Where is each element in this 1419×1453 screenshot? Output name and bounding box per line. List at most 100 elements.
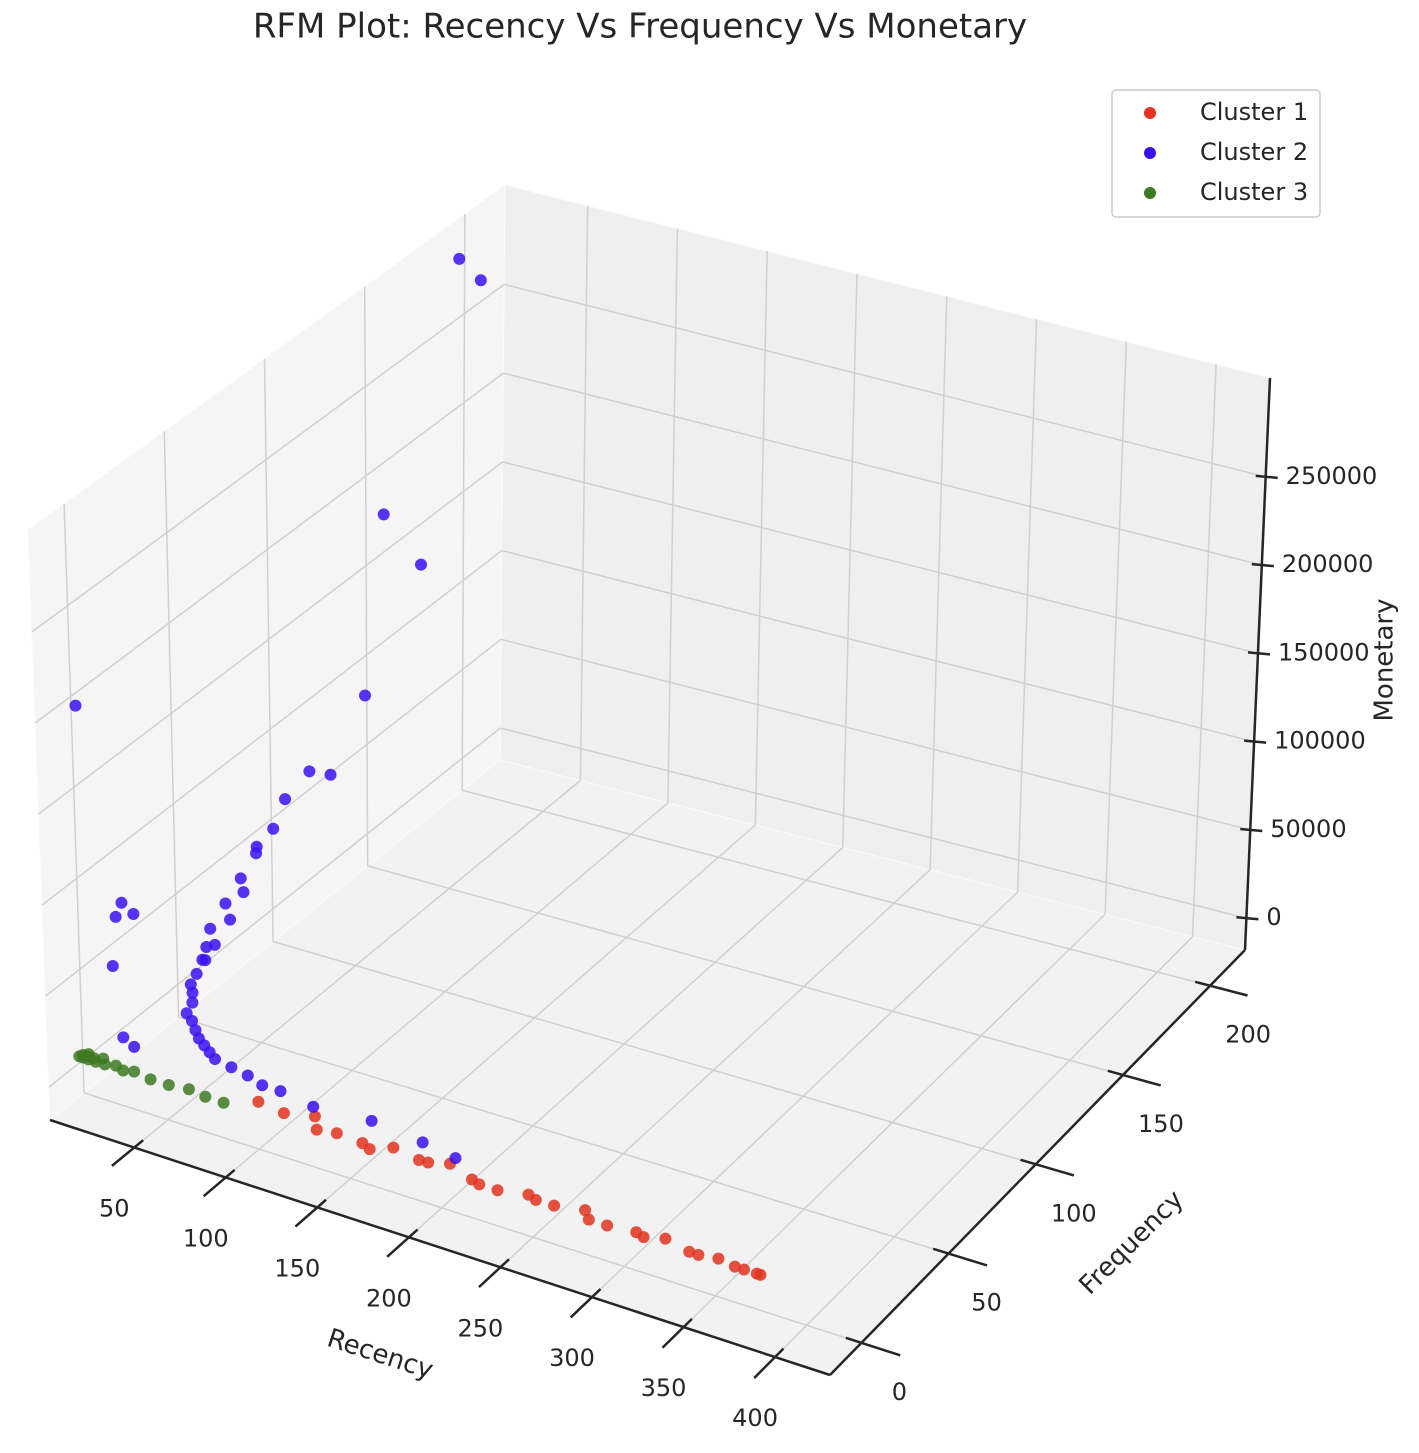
- point: [601, 1219, 614, 1232]
- point: [548, 1199, 561, 1212]
- point: [365, 1114, 378, 1127]
- grid-line: [461, 789, 1211, 987]
- point: [387, 1141, 400, 1154]
- y-tick: [1020, 1158, 1075, 1177]
- z-tick-label: 200000: [1282, 550, 1374, 578]
- point: [208, 1053, 221, 1066]
- point: [128, 1065, 141, 1078]
- grid-line: [754, 251, 768, 826]
- grid-line: [500, 638, 1251, 831]
- grid-line: [579, 205, 589, 781]
- x-tick: [753, 1347, 785, 1379]
- point: [144, 1073, 157, 1086]
- point: [310, 1123, 323, 1136]
- x-tick-label: 200: [366, 1284, 412, 1312]
- grid-line: [503, 283, 1266, 478]
- grid-line: [502, 461, 1259, 655]
- point: [217, 1096, 230, 1109]
- point: [128, 1040, 141, 1053]
- point: [182, 1083, 195, 1096]
- x-tick: [294, 1198, 327, 1228]
- grid-line: [1104, 341, 1128, 915]
- legend-box: [1111, 89, 1321, 218]
- x-tick: [569, 1288, 602, 1319]
- z-axis-label: Monetary: [1370, 598, 1400, 721]
- grid-line: [367, 865, 1124, 1076]
- z-tick: [1247, 651, 1271, 656]
- grid-line: [408, 846, 844, 1238]
- point: [267, 822, 280, 835]
- point: [106, 959, 119, 972]
- point: [579, 1204, 592, 1217]
- grid-line: [1016, 319, 1038, 893]
- z-axis-line: [1243, 377, 1272, 951]
- point: [69, 699, 82, 712]
- z-tick: [1255, 474, 1278, 480]
- point: [109, 910, 122, 923]
- point: [307, 1100, 320, 1113]
- point: [208, 938, 221, 951]
- point: [412, 1153, 425, 1166]
- point: [692, 1248, 705, 1261]
- y-tick: [1107, 1069, 1162, 1087]
- point: [115, 896, 128, 909]
- point: [529, 1193, 542, 1206]
- point: [415, 558, 428, 571]
- y-axis-line: [829, 949, 1246, 1376]
- x-tick-label: 300: [549, 1344, 595, 1372]
- point: [127, 908, 140, 921]
- point: [358, 689, 371, 702]
- point: [250, 840, 263, 853]
- y-tick-label: 200: [1225, 1021, 1271, 1049]
- point: [363, 1143, 376, 1156]
- x-tick-label: 150: [274, 1254, 320, 1282]
- point: [324, 768, 337, 781]
- y-tick: [932, 1247, 988, 1267]
- x-tick: [386, 1228, 419, 1258]
- point: [738, 1263, 751, 1276]
- grid-line: [667, 228, 679, 803]
- point: [303, 765, 316, 778]
- point: [659, 1232, 672, 1245]
- grid-line: [63, 503, 85, 1093]
- point: [274, 1085, 287, 1098]
- grid-line: [178, 1016, 949, 1255]
- point: [308, 1110, 321, 1123]
- z-tick-label: 50000: [1270, 815, 1346, 843]
- point: [474, 274, 487, 287]
- y-tick-label: 150: [1138, 1110, 1184, 1138]
- point: [330, 1127, 343, 1140]
- x-tick-label: 350: [641, 1374, 687, 1402]
- point: [422, 1156, 435, 1169]
- grid-line: [272, 940, 1036, 1166]
- legend-label: Cluster 1: [1200, 98, 1308, 126]
- x-axis-line: [49, 1118, 831, 1377]
- grid-line: [503, 372, 1263, 566]
- grid-line: [501, 549, 1255, 743]
- z-tick-label: 150000: [1278, 638, 1370, 666]
- grid-line: [163, 431, 180, 1018]
- point: [186, 986, 199, 999]
- point: [712, 1252, 725, 1265]
- grid-line: [500, 727, 1247, 919]
- point: [683, 1245, 696, 1258]
- grid-line: [499, 869, 931, 1268]
- grid-line: [929, 296, 948, 870]
- grid-line: [38, 461, 504, 815]
- point: [377, 508, 390, 521]
- x-tick: [661, 1317, 693, 1349]
- point: [582, 1213, 595, 1226]
- point: [199, 954, 212, 967]
- point: [416, 1136, 429, 1149]
- z-tick-label: 250000: [1286, 462, 1378, 490]
- grid-line: [133, 779, 581, 1149]
- point: [728, 1260, 741, 1273]
- point: [449, 1152, 462, 1165]
- point: [453, 252, 466, 265]
- z-tick-label: 100000: [1274, 727, 1366, 755]
- point: [117, 1031, 130, 1044]
- grid-line: [263, 358, 274, 942]
- point: [234, 872, 247, 885]
- point: [190, 967, 203, 980]
- point: [199, 1090, 212, 1103]
